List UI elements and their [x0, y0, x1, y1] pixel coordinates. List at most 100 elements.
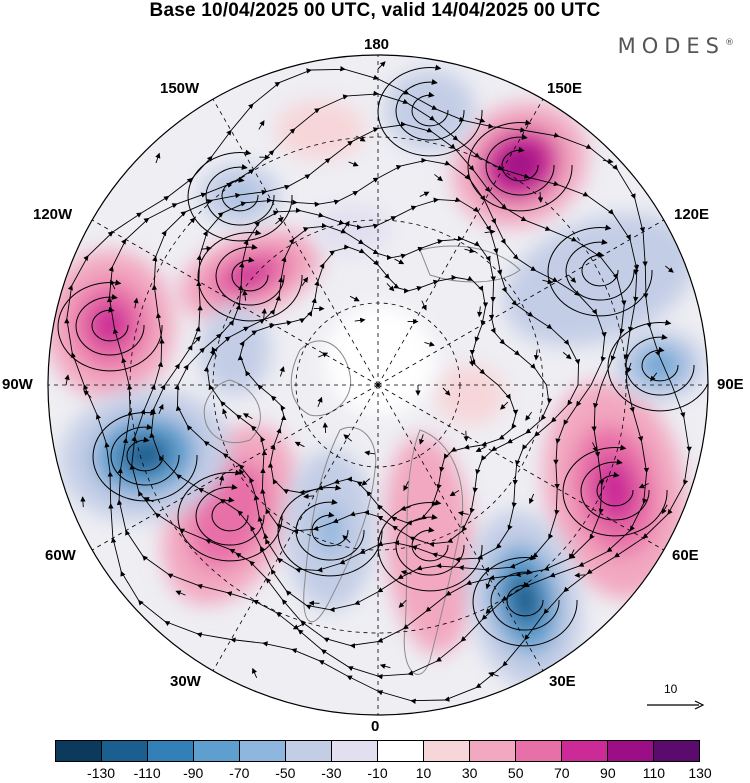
wind-arrow [155, 152, 161, 164]
wind-arrow [529, 493, 535, 505]
colorbar-swatch [654, 741, 699, 761]
wind-arrow [303, 493, 315, 500]
wind-arrow [301, 276, 309, 287]
wind-arrow [525, 411, 532, 421]
wind-arrow [400, 570, 412, 576]
colorbar-tick-label: -110 [133, 765, 161, 781]
lon-label-60e: 60E [672, 547, 699, 564]
wind-arrow [343, 220, 350, 231]
wind-arrow [442, 387, 451, 396]
wind-arrow [400, 505, 411, 511]
colorbar-swatch [56, 741, 102, 761]
colorbar-tick-label: 70 [553, 765, 570, 781]
colorbar [55, 740, 700, 762]
wind-arrow [434, 174, 443, 182]
colorbar-swatch [562, 741, 608, 761]
wind-arrow [110, 279, 116, 290]
wind-arrow [279, 366, 285, 377]
wind-arrow [542, 278, 554, 285]
wind-arrow [485, 578, 491, 590]
streamlines [57, 61, 708, 704]
colorbar-swatch [240, 741, 286, 761]
wind-arrow [218, 474, 225, 486]
colorbar-tick-label: 30 [461, 765, 478, 781]
colorbar-tick-label: -90 [183, 765, 204, 781]
colorbar-swatch [102, 741, 148, 761]
wind-arrow [377, 61, 386, 70]
wind-arrow [398, 599, 407, 608]
wind-arrow [500, 401, 509, 410]
colorbar-swatch [424, 741, 470, 761]
map-disk [48, 55, 708, 715]
lon-label-150w: 150W [160, 80, 200, 97]
wind-arrow [361, 478, 371, 486]
wind-arrow [650, 372, 658, 382]
wind-arrow [424, 341, 435, 347]
colorbar-swatch [286, 741, 332, 761]
colorbar-swatch [148, 741, 194, 761]
map-border [47, 54, 709, 716]
wind-arrow [457, 510, 469, 517]
wind-arrow [238, 469, 246, 479]
lon-label-30w: 30W [170, 673, 201, 690]
wind-arrow [533, 349, 540, 361]
wind-arrow [574, 572, 586, 578]
wind-arrow [562, 352, 572, 360]
wind-arrow [80, 496, 86, 508]
colorbar-tick-label: 110 [642, 765, 666, 781]
wind-arrow [477, 306, 483, 318]
colorbar-tick-label: 10 [415, 765, 432, 781]
wind-arrow [626, 362, 632, 374]
wind-arrow [322, 422, 328, 433]
wind-arrow [537, 191, 544, 203]
wind-arrow [449, 490, 460, 497]
wind-arrow [569, 549, 575, 560]
wind-arrow [474, 117, 486, 123]
wind-arrow [252, 667, 258, 679]
reference-vector-arrow [647, 700, 705, 710]
wind-arrow [261, 308, 267, 320]
wind-arrow [242, 289, 248, 301]
wind-arrow [354, 317, 366, 324]
wind-arrow [292, 623, 303, 630]
wind-arrow [488, 671, 499, 678]
colorbar-tick-label: 90 [600, 765, 616, 781]
lon-label-90e: 90E [717, 376, 744, 393]
wind-arrow [342, 534, 351, 543]
lon-label-90w: 90W [2, 376, 33, 393]
wind-arrow [468, 355, 475, 367]
wind-arrow [158, 403, 164, 415]
colorbar-tick-label: 50 [507, 765, 524, 781]
wind-arrow [349, 295, 360, 302]
colorbar-swatch [470, 741, 516, 761]
wind-arrow [193, 335, 201, 345]
wind-arrow [484, 229, 496, 235]
wind-arrow [364, 450, 376, 456]
wind-arrow [475, 446, 486, 452]
wind-arrow [379, 663, 391, 669]
wind-arrow [568, 274, 577, 283]
colorbar-swatch [608, 741, 654, 761]
colorbar-tick-label: -30 [321, 765, 342, 781]
wind-arrow [242, 413, 253, 420]
brand-trademark: ® [725, 38, 734, 48]
wind-arrow [592, 442, 598, 453]
wind-arrow [419, 191, 430, 197]
colorbar-tick-label: -70 [229, 765, 250, 781]
wind-arrow [258, 120, 265, 130]
wind-arrow [485, 605, 494, 614]
colorbar-swatch [332, 741, 378, 761]
wind-arrow [201, 245, 212, 252]
wind-arrow [464, 247, 476, 254]
wind-arrow [348, 161, 359, 167]
wind-arrow [235, 552, 245, 560]
colorbar-tick-label: 130 [688, 765, 712, 781]
lon-label-180: 180 [364, 36, 390, 53]
wind-arrow [638, 483, 649, 489]
wind-arrow [665, 265, 674, 273]
anomaly-blob [275, 100, 365, 160]
wind-arrow [187, 217, 196, 226]
wind-arrow [633, 264, 639, 275]
lon-label-60w: 60W [45, 547, 76, 564]
